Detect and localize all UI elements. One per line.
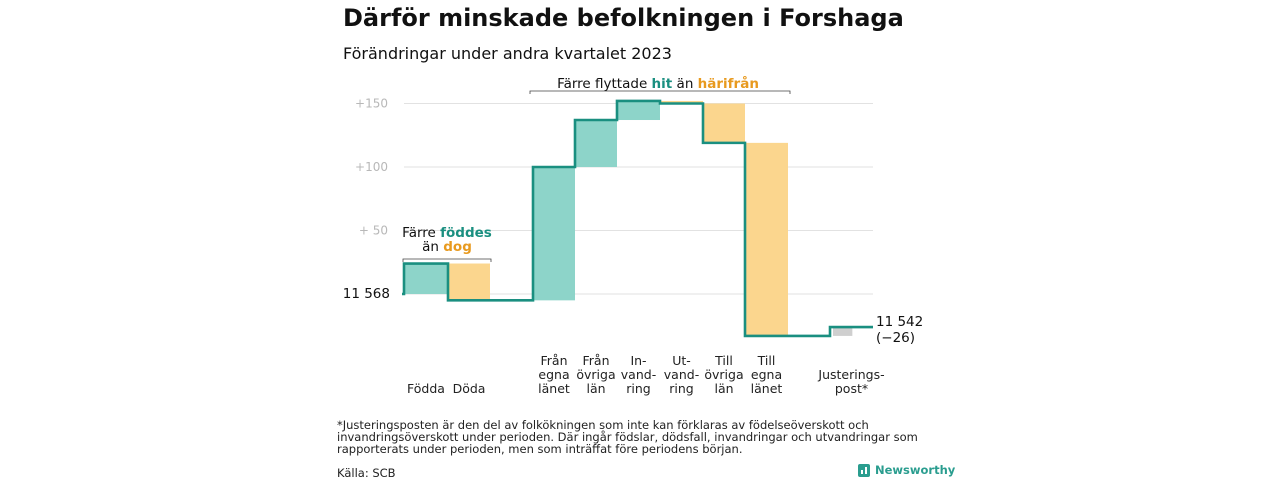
category-label: post* (835, 381, 868, 396)
category-label: Ut- (672, 353, 691, 368)
running-total-line (402, 99, 873, 338)
brand-logo: Newsworthy (858, 463, 955, 477)
annotation-segment: hit (652, 76, 673, 92)
waterfall-bar (745, 142, 788, 336)
category-label: vand- (621, 367, 656, 382)
running-total-path (402, 99, 873, 338)
waterfall-bars (404, 100, 853, 336)
category-label: egna (538, 367, 569, 382)
annotation-bracket (402, 258, 492, 262)
category-label: Justerings- (817, 367, 884, 382)
y-tick-label: +100 (355, 160, 388, 174)
chart-title: Därför minskade befolkningen i Forshaga (343, 4, 904, 32)
waterfall-bar (404, 263, 448, 294)
chart-subtitle: Förändringar under andra kvartalet 2023 (343, 44, 672, 63)
annotation-segment: föddes (440, 225, 492, 241)
annotation-text: Färre föddes (402, 225, 492, 241)
annotation-segment: Färre (402, 225, 440, 241)
brand-name: Newsworthy (875, 463, 956, 477)
category-label: egna (751, 367, 782, 382)
annotation-text: än dog (422, 239, 472, 255)
bar-chart-icon (858, 463, 870, 477)
end-change-label: (−26) (876, 330, 915, 346)
category-label: Till (757, 353, 776, 368)
category-label: Döda (453, 381, 486, 396)
annotation-segment: än (422, 239, 443, 255)
category-label: länet (751, 381, 783, 396)
category-label: ring (626, 381, 650, 396)
category-label: länet (538, 381, 570, 396)
waterfall-bar (617, 100, 660, 121)
end-value-label: 11 542 (876, 314, 923, 330)
category-label: Till (714, 353, 733, 368)
category-label: Från (540, 353, 567, 368)
category-label: vand- (664, 367, 699, 382)
category-label: Från (582, 353, 609, 368)
y-tick-label: +150 (355, 97, 388, 111)
category-label: län (714, 381, 733, 396)
annotation-segment: dog (443, 239, 472, 255)
annotation-segment: härifrån (698, 75, 759, 92)
annotation-bracket (529, 90, 791, 94)
waterfall-bar (533, 167, 575, 301)
annotation-text: Färre flyttade hit än härifrån (557, 75, 759, 92)
y-tick-label: + 50 (359, 224, 388, 238)
annotation-segment: än (672, 76, 697, 92)
category-label: In- (630, 353, 646, 368)
footnote: *Justeringsposten är den del av folkökni… (337, 418, 918, 456)
category-label: län (586, 381, 605, 396)
waterfall-bar (833, 327, 853, 336)
annotation-segment: Färre flyttade (557, 76, 651, 92)
category-label: Födda (407, 381, 445, 396)
category-label: ring (669, 381, 693, 396)
category-label: övriga (576, 367, 615, 382)
waterfall-bar (575, 120, 617, 167)
waterfall-bar (703, 103, 745, 143)
waterfall-bar (448, 263, 490, 301)
category-label: övriga (704, 367, 743, 382)
source-label: Källa: SCB (337, 466, 396, 480)
start-value-label: 11 568 (343, 286, 390, 302)
